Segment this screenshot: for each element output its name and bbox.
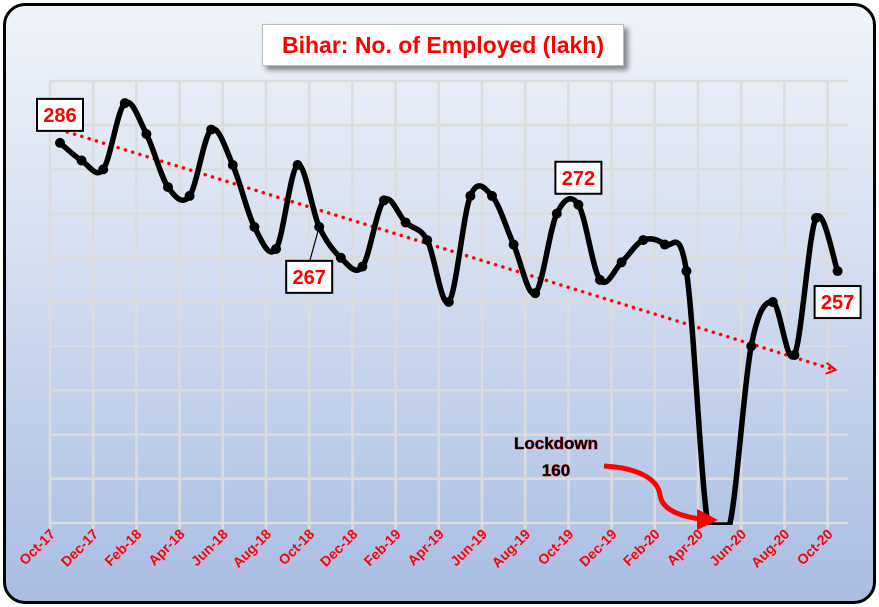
series-line	[55, 98, 843, 525]
x-tick-label: Jun-19	[447, 526, 490, 569]
x-tick-label: Feb-20	[620, 526, 663, 569]
data-label-Oct-20: 257	[821, 292, 854, 314]
data-point-Oct-17	[55, 137, 65, 148]
trendline-arrowhead	[825, 362, 838, 375]
x-tick-label: Dec-19	[576, 526, 620, 570]
data-point-Apr-19	[443, 297, 454, 307]
x-tick-label: Aug-18	[229, 526, 274, 571]
annotation-arrow	[603, 463, 701, 522]
x-tick-label: Jun-18	[188, 526, 231, 569]
data-point-Jul-19	[508, 239, 519, 250]
x-tick-label: Apr-20	[663, 526, 706, 569]
data-point-Jun-20	[746, 341, 757, 352]
x-tick-label: Dec-17	[58, 526, 102, 570]
data-point-Oct-19	[573, 199, 584, 210]
data-label-box	[36, 97, 84, 132]
data-point-May-19	[465, 190, 476, 201]
data-point-Jun-18	[227, 159, 238, 170]
data-point-Jul-18	[249, 221, 260, 232]
data-point-Nov-18	[335, 252, 346, 263]
data-point-Dec-17	[98, 164, 109, 175]
data-point-Jul-20	[767, 297, 778, 307]
x-tick-label: Dec-18	[317, 526, 361, 570]
chart-title-box: Bihar: No. of Employed (lakh)	[262, 24, 624, 66]
x-tick-label: Aug-20	[748, 526, 793, 571]
data-point-Sep-19	[551, 208, 562, 219]
x-tick-label: Apr-19	[404, 526, 447, 569]
data-point-Aug-19	[530, 288, 541, 299]
x-tick-label: Oct-19	[534, 526, 576, 568]
annotation-line1: Lockdown	[514, 434, 598, 453]
trendline-path	[58, 127, 832, 371]
data-point-Mar-19	[422, 235, 433, 246]
data-point-Feb-18	[141, 129, 152, 140]
x-tick-label: Jun-20	[706, 526, 749, 569]
x-tick-label: Feb-18	[101, 526, 144, 569]
data-point-Jan-20	[638, 235, 649, 246]
data-point-Mar-20	[681, 266, 692, 277]
data-point-Aug-18	[271, 243, 281, 254]
x-tick-label: Feb-19	[360, 526, 403, 569]
data-label-Oct-17: 286	[43, 105, 76, 127]
x-tick-label: Oct-20	[794, 526, 836, 568]
data-point-Nov-17	[76, 155, 87, 166]
leader-line	[308, 226, 320, 264]
data-point-Dec-18	[357, 261, 368, 272]
data-label-box	[285, 259, 334, 294]
data-point-Oct-20	[832, 266, 843, 277]
data-point-Jan-18	[119, 98, 130, 109]
lockdown-annotation: Lockdown 160	[514, 434, 718, 530]
trendline	[58, 127, 838, 375]
x-tick-label: Aug-19	[488, 526, 533, 571]
data-point-Dec-19	[616, 257, 627, 268]
data-point-Jun-19	[487, 190, 497, 201]
data-point-Aug-20	[789, 350, 800, 361]
data-point-Jan-19	[379, 195, 389, 206]
series-path	[58, 99, 841, 525]
annotation-line2: 160	[542, 461, 570, 480]
data-label-Oct-19: 272	[562, 168, 595, 190]
data-point-Sep-20	[811, 213, 821, 224]
x-tick-label: Apr-18	[145, 526, 188, 569]
data-label-box	[554, 160, 603, 195]
data-point-Apr-18	[184, 190, 195, 201]
data-label-box	[813, 285, 862, 320]
data-point-Mar-18	[163, 182, 173, 193]
data-point-Nov-19	[595, 274, 605, 285]
annotation-arrowhead	[697, 509, 718, 530]
x-tick-label: Oct-17	[16, 526, 58, 568]
data-point-May-18	[206, 124, 217, 135]
data-point-Feb-20	[659, 239, 670, 250]
data-point-Sep-18	[292, 159, 303, 170]
data-label-Oct-18: 267	[293, 267, 326, 289]
data-labels: 286 267 272 257	[36, 97, 862, 320]
data-point-Feb-19	[400, 217, 411, 228]
chart-title: Bihar: No. of Employed (lakh)	[281, 31, 605, 58]
x-tick-label: Oct-18	[275, 526, 317, 568]
